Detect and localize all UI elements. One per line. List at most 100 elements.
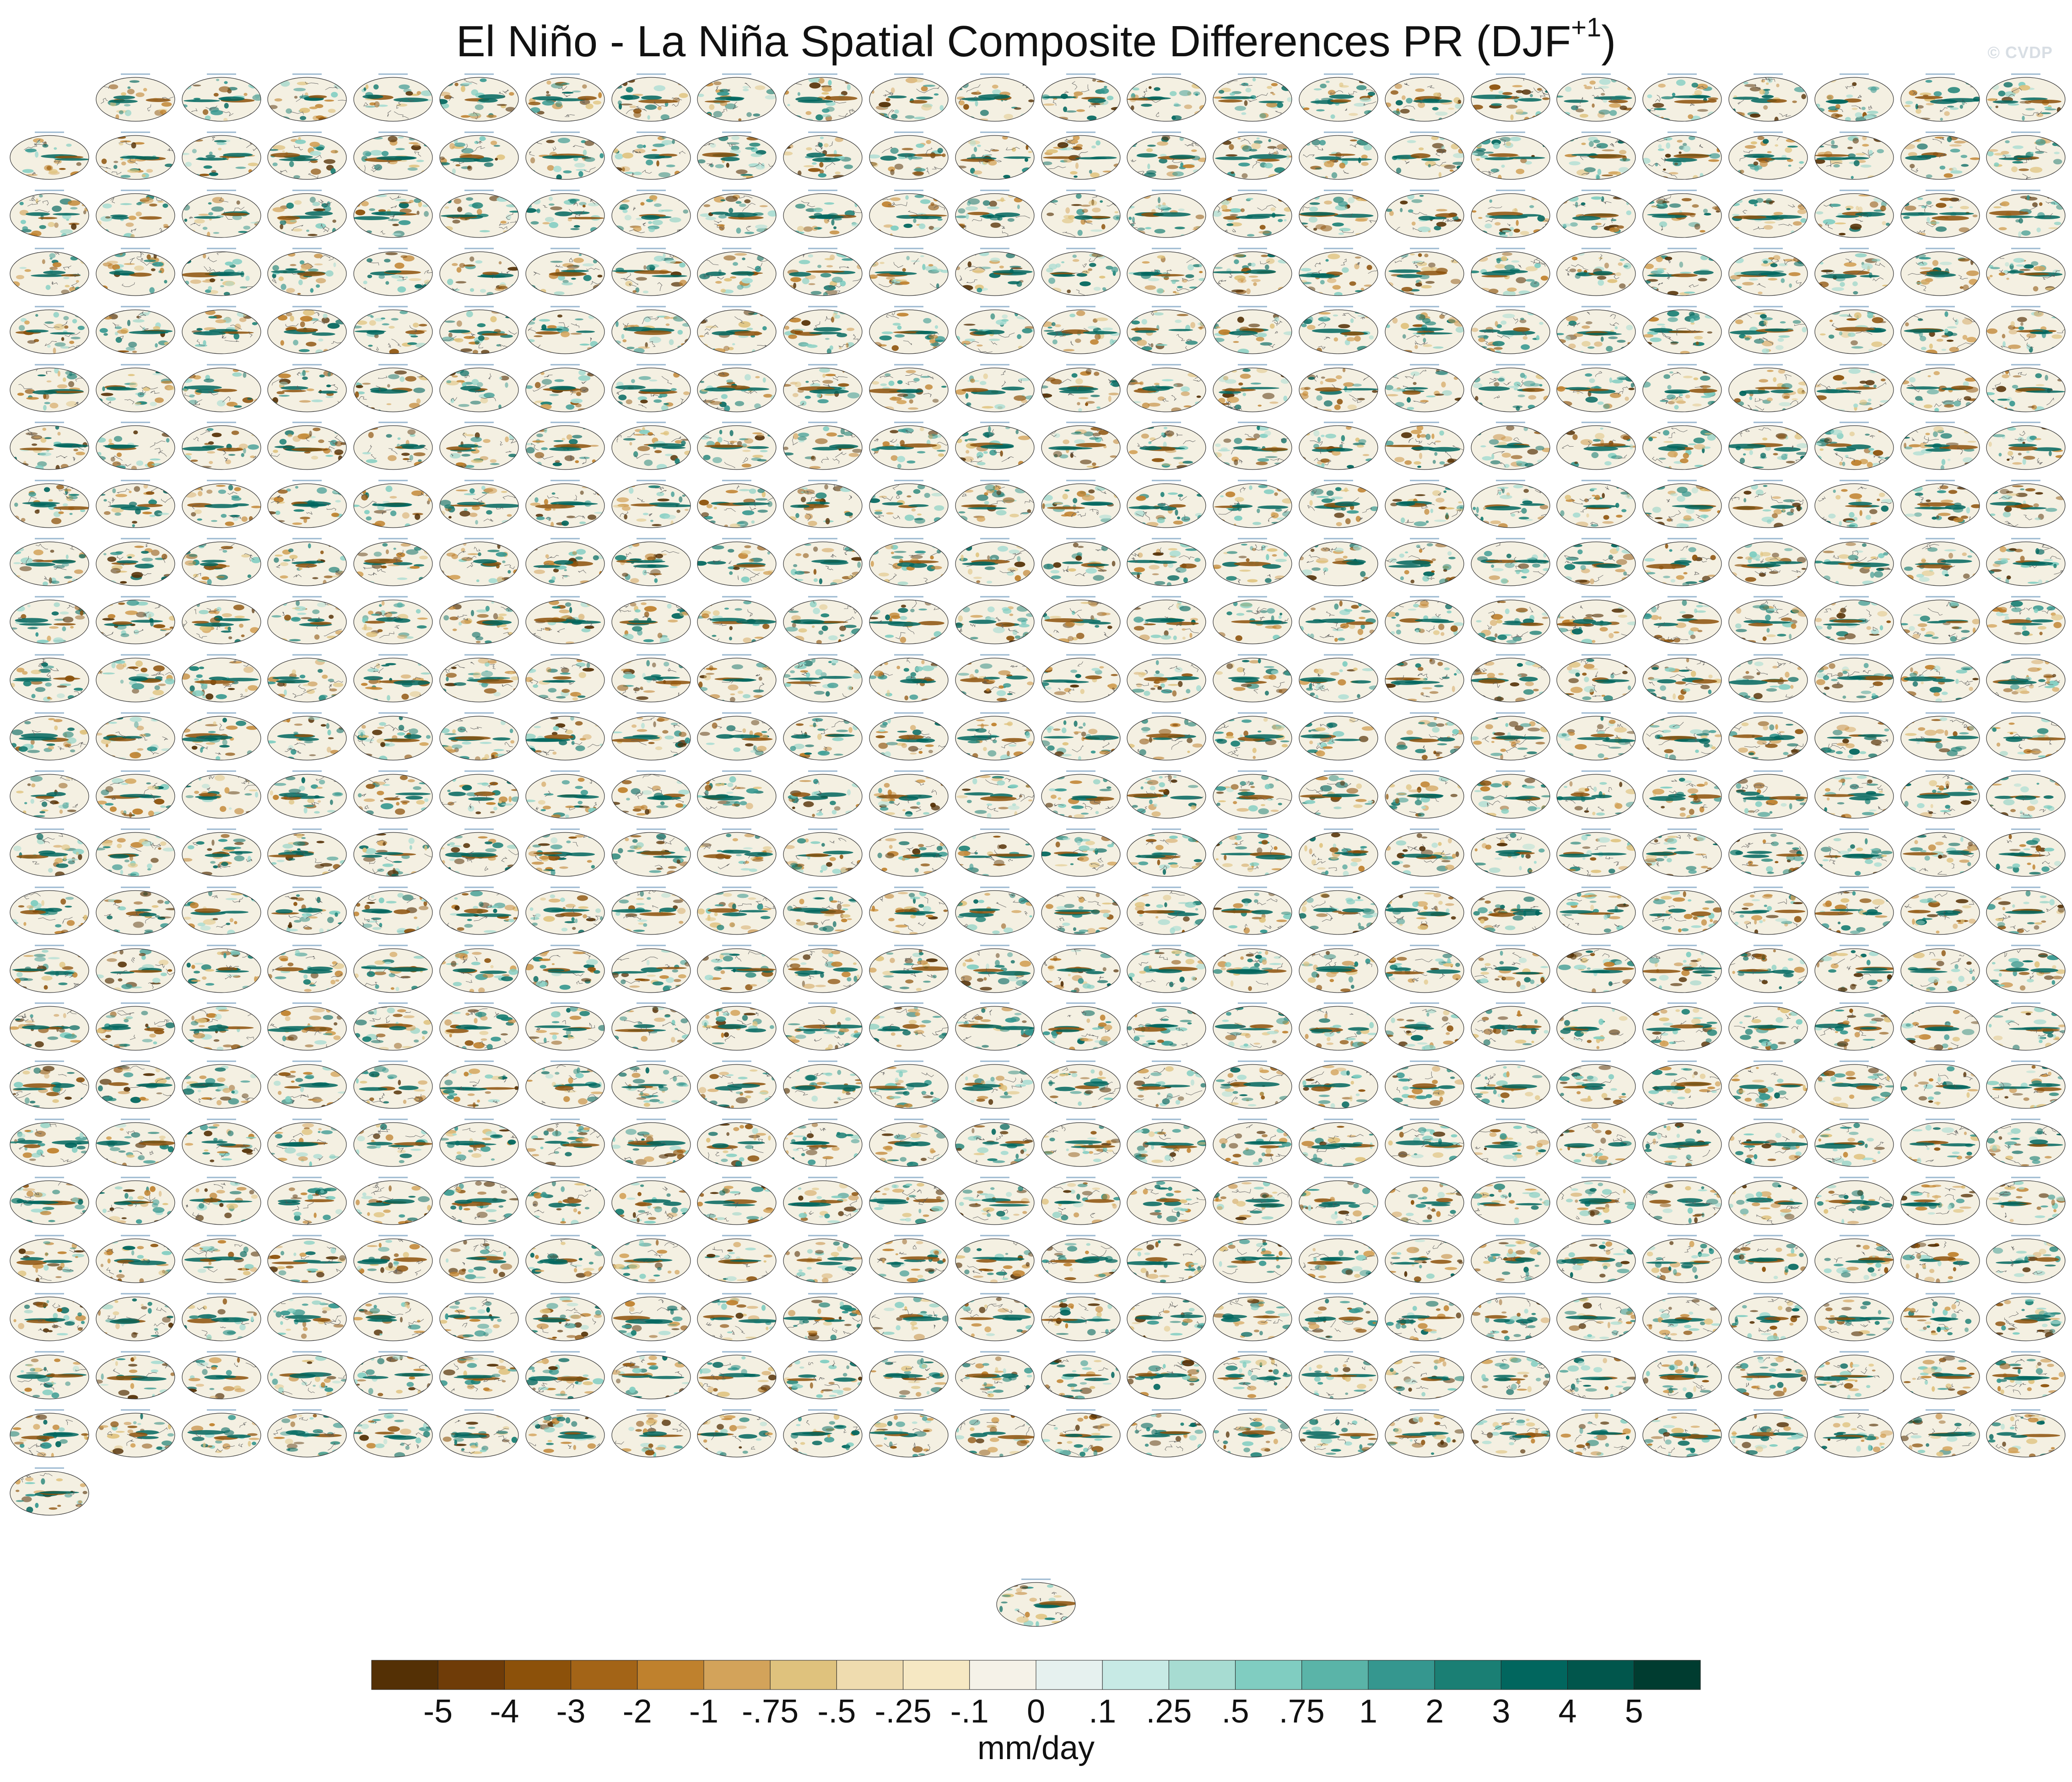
precip-anomaly-field <box>96 948 175 992</box>
map-panel <box>1986 770 2066 819</box>
map-background <box>955 1123 1034 1167</box>
map-panel <box>1041 421 1121 470</box>
precip-anomaly-field <box>869 1239 946 1283</box>
map-outline <box>1556 1064 1636 1109</box>
precip-anomaly-field <box>1127 1355 1203 1397</box>
map-panel <box>783 1177 863 1225</box>
map-outline <box>611 599 691 644</box>
map-panel <box>1814 654 1894 702</box>
colorbar-tick-label: 5 <box>1625 1693 1643 1730</box>
map-outline <box>10 890 89 935</box>
precip-anomaly-field <box>527 1296 604 1341</box>
map-outline <box>1127 251 1206 296</box>
map-outline <box>869 1180 949 1225</box>
map-outline <box>1127 1413 1206 1458</box>
map-outline <box>439 541 519 586</box>
map-panel <box>1900 1293 1980 1341</box>
map-panel <box>1814 1002 1894 1051</box>
map-panel <box>1986 1235 2066 1283</box>
map-outline <box>267 1064 347 1109</box>
map-panel <box>955 480 1035 528</box>
map-outline <box>1728 832 1808 877</box>
map-outline <box>1299 658 1378 702</box>
precip-anomaly-field <box>1386 1297 1462 1341</box>
map-panel <box>267 248 347 296</box>
map-outline <box>1814 716 1894 761</box>
map-outline <box>1986 890 2066 935</box>
map-panel <box>181 945 261 993</box>
map-panel <box>611 828 691 877</box>
map-outline <box>869 541 949 586</box>
map-panel <box>1986 1351 2066 1399</box>
map-outline <box>1127 599 1206 644</box>
map-panel <box>1385 712 1464 761</box>
map-panel <box>1986 596 2066 644</box>
map-outline <box>1470 77 1550 122</box>
map-outline <box>1814 541 1894 586</box>
map-outline <box>96 716 175 761</box>
precip-anomaly-field <box>612 1413 687 1457</box>
map-outline <box>267 425 347 470</box>
map-outline <box>1814 251 1894 296</box>
map-panel <box>181 306 261 354</box>
map-outline <box>1728 599 1808 644</box>
map-panel <box>267 480 347 528</box>
map-outline <box>1556 716 1636 761</box>
map-panel <box>869 480 949 528</box>
precip-anomaly-field <box>1214 716 1290 759</box>
map-panel <box>1900 828 1980 877</box>
precip-anomaly-field <box>270 427 347 464</box>
map-outline <box>96 1355 175 1399</box>
map-outline <box>181 541 261 586</box>
map-panel <box>1470 654 1550 702</box>
map-panel <box>1041 131 1121 180</box>
map-outline <box>697 541 777 586</box>
map-outline <box>10 425 89 470</box>
precip-anomaly-field <box>697 891 776 934</box>
map-panel <box>1127 1293 1206 1341</box>
map-panel <box>783 189 863 238</box>
map-panel <box>181 712 261 761</box>
precip-anomaly-field <box>1299 487 1378 527</box>
map-panel <box>439 770 519 819</box>
map-panel <box>955 364 1035 412</box>
precip-anomaly-field <box>1044 193 1120 237</box>
map-panel <box>439 306 519 354</box>
map-panel <box>955 73 1035 122</box>
precip-anomaly-field <box>869 1414 948 1457</box>
map-outline <box>1385 1413 1464 1458</box>
map-panel <box>525 712 605 761</box>
precip-anomaly-field <box>787 896 860 932</box>
precip-anomaly-field <box>1643 833 1722 876</box>
precip-anomaly-field <box>1041 367 1120 412</box>
map-panel <box>1814 248 1894 296</box>
precip-anomaly-field <box>185 1181 259 1222</box>
map-outline <box>783 77 863 122</box>
precip-anomaly-field <box>697 252 777 294</box>
map-panel <box>439 945 519 993</box>
map-panel <box>1041 945 1121 993</box>
map-outline <box>783 1296 863 1341</box>
map-outline <box>1385 77 1464 122</box>
map-outline <box>697 1180 777 1225</box>
precip-anomaly-field <box>1216 1064 1292 1108</box>
precip-anomaly-field <box>268 309 347 354</box>
map-panel <box>1900 189 1980 238</box>
map-outline <box>525 1122 605 1167</box>
map-background <box>354 1239 433 1283</box>
map-outline <box>1814 77 1894 122</box>
map-panel <box>955 131 1035 180</box>
map-panel <box>1728 248 1808 296</box>
map-panel <box>1041 538 1121 586</box>
precip-anomaly-field <box>16 1358 87 1399</box>
map-outline <box>439 774 519 819</box>
map-panel <box>1299 1409 1378 1458</box>
map-outline <box>955 1122 1035 1167</box>
map-outline <box>783 599 863 644</box>
map-outline <box>783 832 863 877</box>
map-panel <box>439 421 519 470</box>
map-outline <box>525 1413 605 1458</box>
map-outline <box>1213 367 1292 412</box>
map-outline <box>1299 948 1378 993</box>
map-outline <box>353 425 433 470</box>
